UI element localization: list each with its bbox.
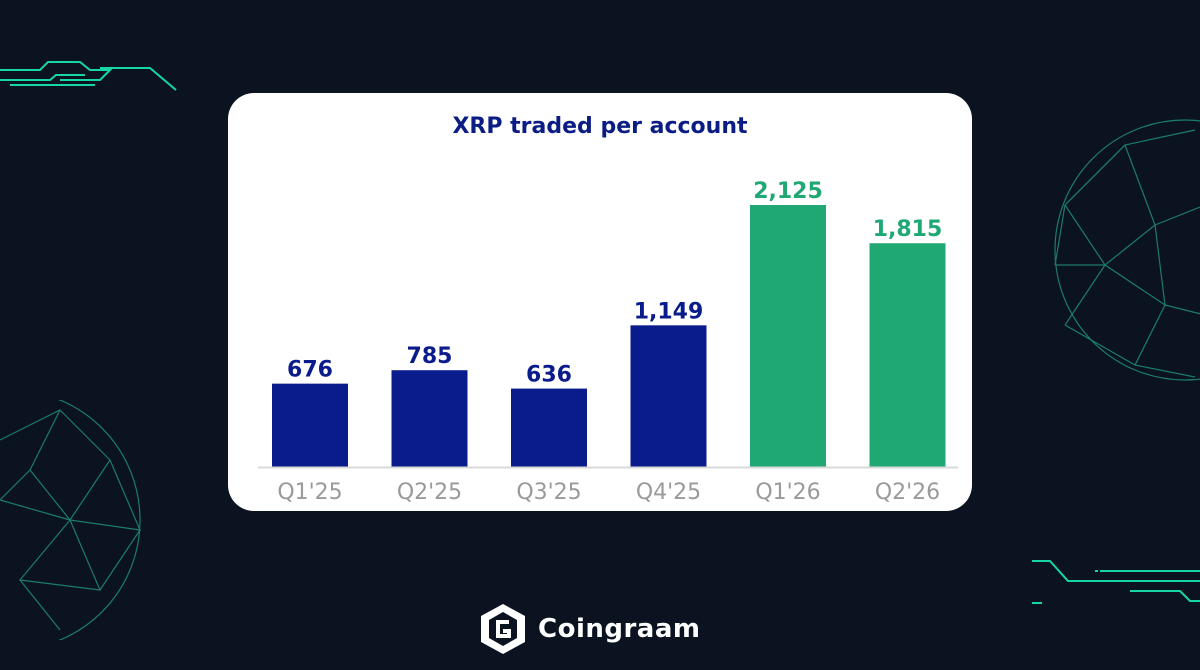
chart-card	[228, 93, 972, 511]
bar-5	[869, 243, 946, 467]
coingraam-logo-icon	[481, 604, 525, 654]
data-label-3: 1,149	[634, 299, 704, 324]
x-tick-label-5: Q2'26	[875, 480, 940, 505]
x-tick-label-1: Q2'25	[397, 480, 462, 505]
brand-name: Coingraam	[538, 614, 701, 644]
data-label-4: 2,125	[753, 179, 823, 204]
x-tick-label-4: Q1'26	[755, 480, 820, 505]
bar-1	[391, 370, 468, 467]
data-label-0: 676	[287, 358, 333, 383]
bar-chart: 676 Q1'25 785 Q2'25 636 Q3'25 1,149 Q4'25 2,125 Q…	[258, 179, 958, 505]
data-label-2: 636	[526, 363, 572, 388]
brand: Coingraam	[478, 602, 700, 656]
x-tick-label-2: Q3'25	[516, 480, 581, 505]
data-label-1: 785	[407, 344, 453, 369]
bar-3	[630, 325, 707, 467]
bar-0	[272, 383, 348, 467]
x-tick-label-3: Q4'25	[636, 480, 701, 505]
data-label-5: 1,815	[873, 217, 943, 242]
circuit-lines-bottom-right	[1032, 560, 1200, 604]
x-tick-label-0: Q1'25	[277, 480, 342, 505]
wireframe-sphere-left	[0, 400, 141, 640]
circuit-lines-top-left	[0, 61, 177, 91]
chart-title: XRP traded per account	[452, 114, 748, 139]
bar-2	[511, 388, 587, 467]
wireframe-sphere-right	[1054, 119, 1200, 381]
bar-4	[750, 205, 826, 467]
